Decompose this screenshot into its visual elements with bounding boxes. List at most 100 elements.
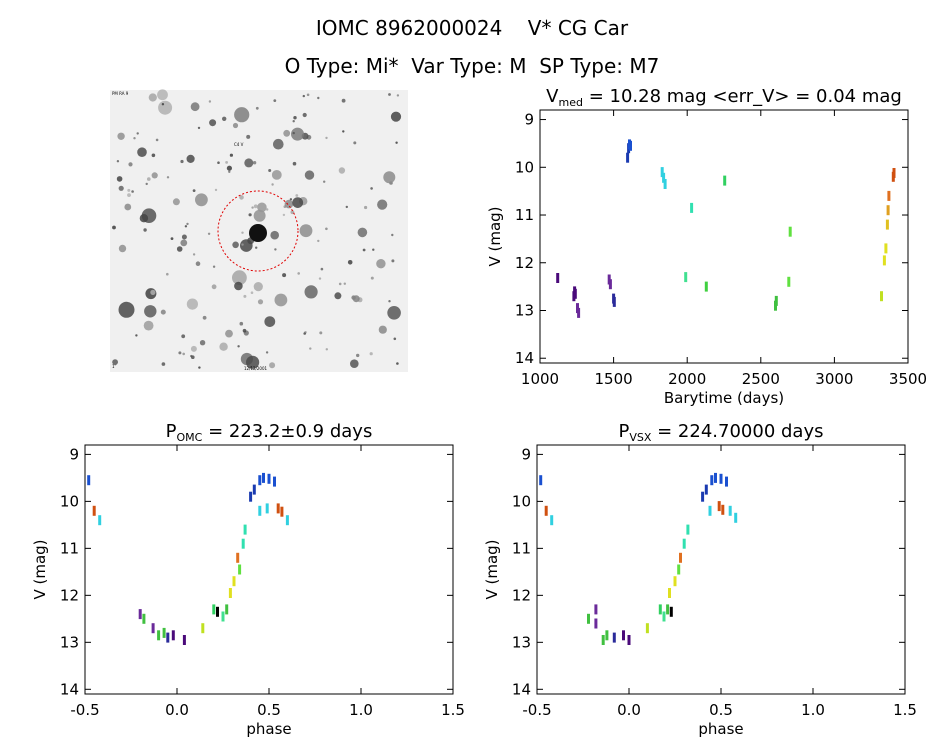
sky-star [145, 182, 148, 186]
panel-title: PVSX = 224.70000 days [619, 421, 824, 444]
sky-star [190, 345, 197, 352]
sky-star [376, 259, 386, 269]
sky-star [293, 116, 297, 120]
data-point [544, 505, 548, 516]
sky-star [192, 189, 196, 193]
data-point [728, 505, 732, 516]
sky-star [266, 208, 269, 211]
sky-star [317, 239, 320, 243]
sky-star [282, 213, 286, 217]
image-label: 1' [112, 364, 116, 369]
sky-star [364, 205, 368, 210]
page-subtitle: O Type: Mi* Var Type: M SP Type: M7 [284, 54, 660, 78]
sky-star [393, 337, 397, 341]
data-point [660, 167, 664, 178]
data-point [280, 506, 284, 517]
sky-star [207, 232, 211, 235]
sky-star [150, 289, 156, 295]
sky-star [118, 244, 127, 253]
data-point [276, 503, 280, 514]
data-point [622, 630, 625, 641]
sky-star [292, 120, 295, 123]
sky-star [350, 359, 359, 369]
y-tick-label: 10 [512, 492, 531, 510]
sky-star [343, 282, 346, 285]
sky-star [239, 321, 244, 326]
sky-star [377, 199, 388, 210]
sky-star [217, 161, 220, 164]
data-point [662, 172, 666, 183]
x-axis-label: phase [698, 720, 743, 738]
sky-star [255, 246, 258, 249]
x-axis-label: phase [246, 720, 291, 738]
sky-star [241, 231, 244, 234]
y-axis-label: V (mag) [483, 539, 501, 599]
sky-star [229, 153, 233, 157]
page-title: IOMC 8962000024 V* CG Car [315, 16, 629, 40]
sky-star [118, 185, 124, 191]
sky-star [144, 305, 157, 318]
y-tick-label: 14 [515, 349, 534, 367]
y-tick-label: 11 [60, 539, 79, 557]
data-point [258, 475, 262, 486]
data-point [608, 279, 612, 290]
x-tick-label: 1.5 [441, 701, 465, 719]
sky-star [184, 225, 188, 228]
sky-star [197, 126, 201, 130]
sky-star [255, 106, 259, 110]
data-point [666, 604, 670, 615]
data-point [645, 623, 649, 634]
data-point [162, 627, 166, 638]
sky-star [219, 342, 228, 351]
data-point [573, 288, 577, 299]
data-point [539, 475, 543, 486]
sky-star [282, 273, 287, 278]
sky-star [151, 172, 158, 179]
data-point [677, 564, 681, 575]
sky-star [182, 352, 185, 356]
sky-star [396, 94, 400, 97]
data-point [166, 632, 170, 643]
sky-star [369, 352, 373, 356]
data-point [626, 152, 630, 163]
sky-star [137, 147, 147, 157]
sky-star [139, 214, 149, 223]
y-axis-label: V (mag) [486, 206, 504, 266]
sky-star [160, 309, 166, 315]
sky-star [112, 359, 118, 365]
sky-star [239, 195, 244, 200]
sky-star [116, 176, 123, 182]
sky-star [317, 96, 320, 100]
data-point [241, 538, 245, 549]
sky-star [234, 281, 243, 291]
data-point [605, 630, 609, 641]
sky-star [284, 199, 294, 209]
y-tick-label: 12 [512, 586, 531, 604]
sky-star [356, 353, 360, 358]
sky-star [268, 169, 272, 172]
aperture-circle [217, 190, 299, 272]
panel-title: POMC = 223.2±0.9 days [166, 421, 373, 444]
data-point [721, 504, 725, 515]
sky-star [176, 246, 183, 252]
data-point [708, 505, 712, 516]
sky-star [186, 154, 195, 163]
sky-star [309, 347, 312, 350]
data-point [594, 618, 598, 629]
y-tick-label: 13 [512, 633, 531, 651]
y-tick-label: 11 [512, 539, 531, 557]
x-tick-label: 1.0 [349, 701, 373, 719]
data-point [87, 475, 91, 486]
x-tick-label: -0.5 [70, 701, 99, 719]
sky-star [289, 198, 293, 201]
data-point [601, 635, 605, 645]
sky-star [147, 177, 151, 181]
data-point [267, 473, 271, 484]
y-tick-label: 10 [515, 158, 534, 176]
data-point [734, 512, 738, 523]
x-tick-label: 3000 [815, 370, 853, 388]
sky-star [195, 261, 201, 267]
sky-star [291, 127, 304, 141]
data-point [682, 538, 686, 549]
sky-star [190, 102, 200, 112]
